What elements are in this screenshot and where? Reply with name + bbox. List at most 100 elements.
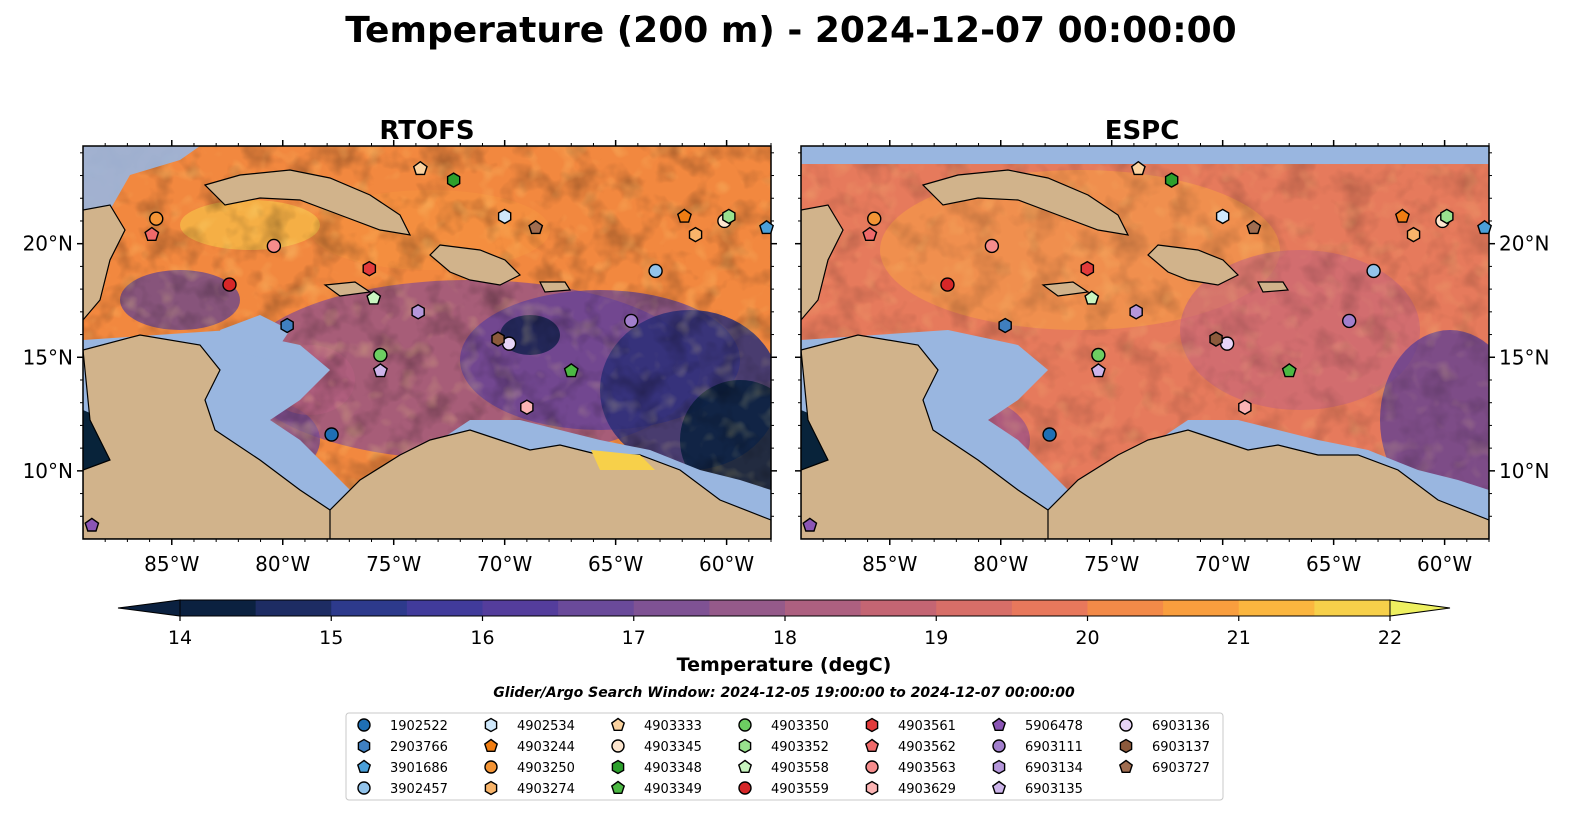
legend-label-6903135: 6903135 bbox=[1025, 782, 1083, 797]
espc-platform-4903561 bbox=[1080, 260, 1095, 277]
legend-marker-3901686 bbox=[356, 759, 372, 773]
colorbar-tick-label: 20 bbox=[1075, 627, 1099, 649]
legend-label-4903345: 4903345 bbox=[644, 740, 702, 755]
map-axis-ticks: 85°W 80°W 75°W 70°W 65°W 60°W 20°N 15°N 10°N 85°W… bbox=[23, 140, 1549, 576]
colorbar-band bbox=[406, 600, 483, 616]
colorbar-band bbox=[936, 600, 1013, 616]
espc-platform-4903250 bbox=[867, 211, 882, 226]
rtofs-map-frame bbox=[82, 145, 772, 540]
legend-label-5906478: 5906478 bbox=[1025, 719, 1083, 734]
legend-marker-3902457 bbox=[357, 781, 371, 795]
espc-lon-label: 60°W bbox=[1417, 552, 1472, 576]
lat-label-right: 15°N bbox=[1499, 345, 1549, 369]
legend-label-6903111: 6903111 bbox=[1025, 740, 1083, 755]
legend-marker-6903727 bbox=[1118, 759, 1134, 773]
espc-platform-4903559 bbox=[940, 277, 955, 292]
rtofs-platform-4903558 bbox=[366, 290, 382, 305]
espc-platform-1902522 bbox=[1042, 427, 1057, 442]
colorbar-band bbox=[1011, 600, 1088, 616]
lat-label-left: 20°N bbox=[23, 232, 73, 256]
lat-label-left: 15°N bbox=[23, 345, 73, 369]
legend-marker-4903274 bbox=[484, 780, 498, 796]
legend-marker-6903136 bbox=[1119, 718, 1133, 732]
colorbar-extend-max bbox=[1389, 599, 1451, 617]
legend-label-3902457: 3902457 bbox=[390, 782, 448, 797]
rtofs-lon-label: 65°W bbox=[588, 552, 643, 576]
legend-label-4903629: 4903629 bbox=[898, 782, 956, 797]
espc-lon-label: 85°W bbox=[862, 552, 917, 576]
espc-platform-6903135 bbox=[1090, 363, 1106, 378]
espc-platform-4903244 bbox=[1394, 208, 1410, 223]
espc-platform-4903274 bbox=[1406, 226, 1421, 243]
rtofs-panel-title: RTOFS bbox=[379, 116, 474, 146]
colorbar-band bbox=[709, 600, 786, 616]
colorbar-band bbox=[1314, 600, 1391, 616]
colorbar-label: Temperature (degC) bbox=[677, 654, 892, 676]
rtofs-platform-4903274 bbox=[688, 226, 703, 243]
legend-label-4902534: 4902534 bbox=[517, 719, 575, 734]
legend-label-6903727: 6903727 bbox=[1152, 761, 1210, 776]
rtofs-platform-1902522 bbox=[324, 427, 339, 442]
espc-platform-3901686 bbox=[1477, 219, 1493, 235]
legend-label-4903349: 4903349 bbox=[644, 782, 702, 797]
legend-label-2903766: 2903766 bbox=[390, 740, 448, 755]
colorbar: 14 15 16 17 18 19 20 21 22 bbox=[117, 599, 1451, 649]
colorbar-band bbox=[633, 600, 710, 616]
colorbar-band bbox=[180, 600, 257, 616]
rtofs-platform-5906478 bbox=[84, 517, 100, 532]
espc-map-frame bbox=[800, 145, 1490, 540]
espc-platform-4903562 bbox=[862, 226, 878, 242]
colorbar-tick-label: 15 bbox=[319, 627, 343, 649]
espc-platform-5906478 bbox=[802, 517, 818, 532]
legend-marker-5906478 bbox=[991, 717, 1007, 731]
legend-marker-6903137 bbox=[1119, 738, 1133, 754]
legend-label-4903561: 4903561 bbox=[898, 719, 956, 734]
rtofs-platform-6903135 bbox=[372, 363, 388, 378]
colorbar-band bbox=[482, 600, 559, 616]
legend-label-3901686: 3901686 bbox=[390, 761, 448, 776]
rtofs-lon-label: 60°W bbox=[699, 552, 754, 576]
espc-platform-6903137 bbox=[1209, 331, 1223, 347]
espc-platform-3902457 bbox=[1366, 263, 1381, 279]
espc-platform-6903727 bbox=[1246, 219, 1262, 235]
rtofs-platform-4903250 bbox=[149, 211, 164, 226]
espc-platform-4903558 bbox=[1084, 290, 1100, 305]
platform-legend bbox=[345, 712, 1224, 801]
legend-label-6903136: 6903136 bbox=[1152, 719, 1210, 734]
rtofs-field bbox=[83, 146, 771, 539]
legend-marker-4903244 bbox=[483, 738, 499, 752]
rtofs-platform-4903349 bbox=[563, 363, 579, 378]
colorbar-tick-label: 16 bbox=[470, 627, 494, 649]
legend-marker-4903558 bbox=[737, 759, 753, 773]
legend-label-4903333: 4903333 bbox=[644, 719, 702, 734]
colorbar-band bbox=[1238, 600, 1315, 616]
espc-platform-4903629 bbox=[1238, 399, 1252, 416]
rtofs-lon-label: 75°W bbox=[366, 552, 421, 576]
legend-label-4903563: 4903563 bbox=[898, 761, 956, 776]
legend-marker-4903561 bbox=[865, 717, 879, 733]
rtofs-platform-4903333 bbox=[412, 160, 428, 176]
legend-marker-4903350 bbox=[738, 718, 752, 732]
legend-label-6903137: 6903137 bbox=[1152, 740, 1210, 755]
espc-platform-4903349 bbox=[1281, 363, 1297, 378]
rtofs-platform-4903561 bbox=[362, 260, 377, 277]
legend-marker-4903349 bbox=[610, 780, 626, 794]
colorbar-tick-label: 17 bbox=[622, 627, 646, 649]
colorbar-tick-label: 19 bbox=[924, 627, 948, 649]
rtofs-lon-label: 80°W bbox=[255, 552, 310, 576]
legend-marker-4903563 bbox=[865, 760, 879, 774]
espc-platform-4903333 bbox=[1130, 160, 1146, 176]
espc-platform-2903766 bbox=[998, 317, 1012, 334]
rtofs-map-panel: RTOFS bbox=[82, 116, 775, 540]
rtofs-platform-4903348 bbox=[446, 172, 461, 188]
platform-legend-entries: 1902522 2903766 3901686 3902457 4902534 49032… bbox=[356, 717, 1210, 797]
legend-label-6903134: 6903134 bbox=[1025, 761, 1083, 776]
espc-platform-4903352 bbox=[1440, 208, 1454, 225]
legend-marker-4903348 bbox=[611, 759, 625, 775]
legend-label-1902522: 1902522 bbox=[390, 719, 448, 734]
espc-platform-4903350 bbox=[1091, 347, 1106, 363]
espc-field bbox=[801, 146, 1489, 539]
legend-marker-4903352 bbox=[738, 738, 752, 754]
rtofs-lon-label: 70°W bbox=[477, 552, 532, 576]
legend-label-4903558: 4903558 bbox=[771, 761, 829, 776]
